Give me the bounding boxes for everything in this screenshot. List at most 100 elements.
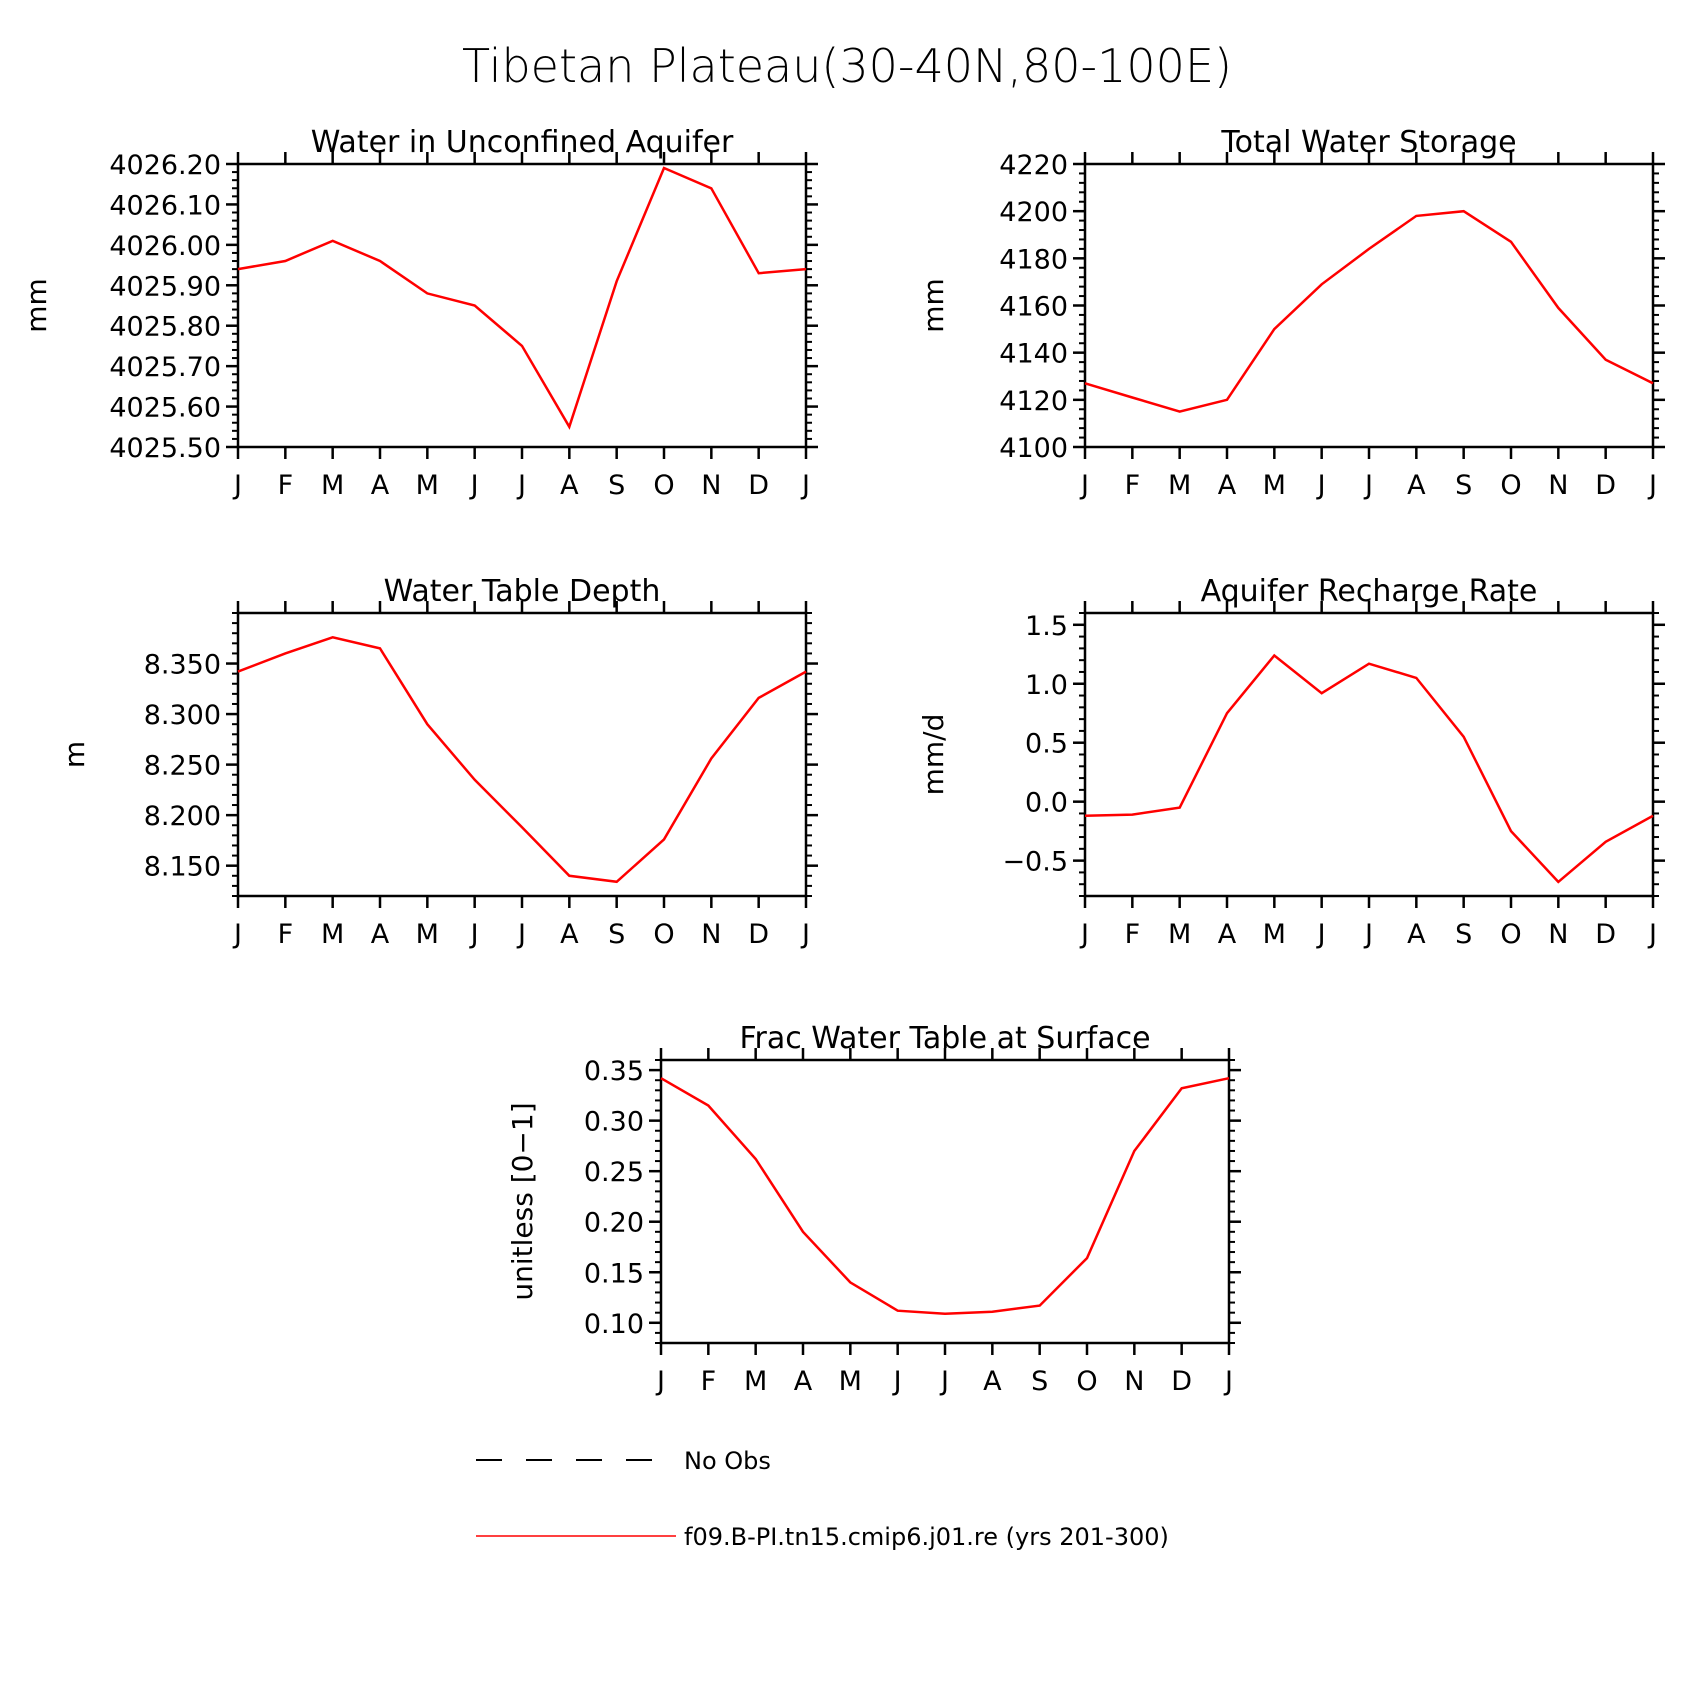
- x-tick-label: F: [701, 1366, 717, 1397]
- x-tick-label: J: [655, 1366, 665, 1397]
- y-tick-label: 4100: [999, 433, 1068, 464]
- x-tick-label: J: [469, 470, 479, 501]
- x-tick-label: S: [608, 470, 625, 501]
- series-line: [237, 166, 807, 430]
- x-tick-label: J: [1316, 919, 1326, 950]
- x-tick-label: N: [701, 470, 721, 501]
- y-tick-label: 4025.60: [109, 393, 221, 424]
- y-tick-label: 0.10: [584, 1309, 644, 1340]
- x-tick-label: N: [701, 919, 721, 950]
- x-tick-label: O: [1500, 470, 1521, 501]
- x-tick-label: J: [1079, 470, 1089, 501]
- x-tick-label: O: [1076, 1366, 1097, 1397]
- y-tick-label: 4140: [999, 339, 1068, 370]
- x-tick-label: J: [232, 470, 242, 501]
- y-axis-label: m: [58, 741, 91, 768]
- x-tick-label: D: [748, 919, 769, 950]
- x-tick-label: J: [516, 470, 526, 501]
- x-tick-label: J: [939, 1366, 949, 1397]
- x-tick-label: N: [1548, 919, 1568, 950]
- x-tick-label: S: [1455, 919, 1472, 950]
- y-tick-label: 1.0: [1025, 670, 1068, 701]
- x-tick-label: J: [1647, 919, 1657, 950]
- y-tick-label: 4120: [999, 386, 1068, 417]
- y-tick-label: 4025.80: [109, 312, 221, 343]
- x-tick-label: J: [1079, 919, 1089, 950]
- x-tick-label: F: [1125, 919, 1141, 950]
- legend-label-1: No Obs: [684, 1447, 771, 1475]
- x-tick-label: J: [469, 919, 479, 950]
- x-tick-label: M: [1168, 919, 1191, 950]
- y-tick-label: 8.200: [144, 801, 221, 832]
- y-tick-label: 8.350: [144, 650, 221, 681]
- x-tick-label: D: [1171, 1366, 1192, 1397]
- x-tick-label: M: [1263, 919, 1286, 950]
- figure-title: Tibetan Plateau(30-40N,80-100E): [462, 39, 1232, 93]
- x-tick-label: J: [1316, 470, 1326, 501]
- y-tick-label: 4200: [999, 197, 1068, 228]
- y-axis-label: mm: [917, 278, 950, 333]
- y-tick-label: 0.15: [584, 1258, 644, 1289]
- x-tick-label: A: [1407, 470, 1426, 501]
- x-tick-label: A: [794, 1366, 813, 1397]
- y-tick-label: 0.35: [584, 1056, 644, 1087]
- y-tick-label: 4160: [999, 292, 1068, 323]
- x-tick-label: F: [278, 919, 294, 950]
- series-line: [1084, 209, 1654, 413]
- x-tick-label: M: [1263, 470, 1286, 501]
- x-tick-label: A: [1218, 919, 1237, 950]
- y-axis-label: mm: [20, 278, 53, 333]
- x-tick-label: J: [800, 470, 810, 501]
- y-axis-label: unitless [0−1]: [506, 1102, 539, 1300]
- x-tick-label: A: [371, 919, 390, 950]
- plot-frame: [1083, 611, 1655, 898]
- y-tick-label: 4026.10: [109, 190, 221, 221]
- y-tick-label: 4180: [999, 244, 1068, 275]
- x-tick-label: A: [1407, 919, 1426, 950]
- x-tick-label: F: [278, 470, 294, 501]
- x-tick-label: M: [416, 470, 439, 501]
- x-tick-label: F: [1125, 470, 1141, 501]
- x-tick-label: J: [1647, 470, 1657, 501]
- y-tick-label: 4025.90: [109, 271, 221, 302]
- x-tick-label: O: [653, 919, 674, 950]
- y-tick-label: 8.250: [144, 751, 221, 782]
- y-tick-label: 4026.20: [109, 150, 221, 181]
- x-tick-label: D: [748, 470, 769, 501]
- x-tick-label: J: [1223, 1366, 1233, 1397]
- plot-frame: [659, 1058, 1231, 1345]
- x-tick-label: J: [800, 919, 810, 950]
- x-tick-label: A: [371, 470, 390, 501]
- x-tick-label: A: [560, 919, 579, 950]
- y-tick-label: 0.5: [1025, 729, 1068, 760]
- x-tick-label: S: [1031, 1366, 1048, 1397]
- x-tick-label: A: [560, 470, 579, 501]
- series-line: [660, 1076, 1230, 1315]
- y-tick-label: 8.300: [144, 700, 221, 731]
- y-tick-label: 0.20: [584, 1208, 644, 1239]
- x-tick-label: O: [1500, 919, 1521, 950]
- series-line: [237, 636, 807, 884]
- y-tick-label: 0.0: [1025, 788, 1068, 819]
- legend-label-2: f09.B-PI.tn15.cmip6.j01.re (yrs 201-300): [684, 1523, 1169, 1551]
- x-tick-label: J: [1363, 919, 1373, 950]
- y-tick-label: 4026.00: [109, 231, 221, 262]
- x-tick-label: S: [1455, 470, 1472, 501]
- y-tick-label: 4025.50: [109, 433, 221, 464]
- x-tick-label: M: [1168, 470, 1191, 501]
- y-tick-label: 4025.70: [109, 352, 221, 383]
- x-tick-label: D: [1595, 919, 1616, 950]
- x-tick-label: M: [744, 1366, 767, 1397]
- x-tick-label: O: [653, 470, 674, 501]
- y-tick-label: 1.5: [1025, 611, 1068, 642]
- plot-frame: [1083, 162, 1655, 449]
- plot-frame: [236, 611, 808, 898]
- x-tick-label: N: [1124, 1366, 1144, 1397]
- y-tick-label: 0.30: [584, 1107, 644, 1138]
